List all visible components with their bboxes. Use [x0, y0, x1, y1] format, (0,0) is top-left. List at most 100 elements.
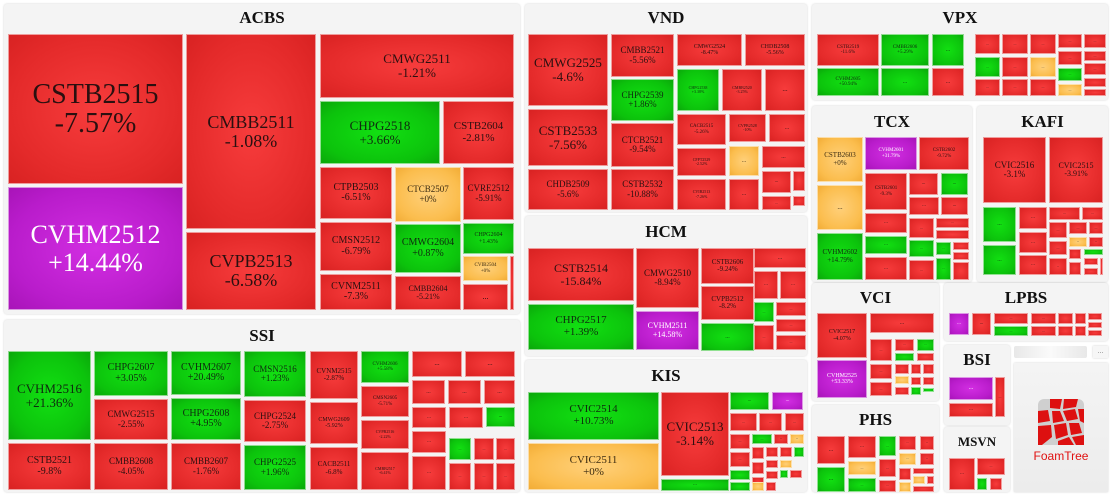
- tile-warrant[interactable]: CVHM2512 +14.44%: [8, 187, 183, 310]
- tile-collapsed[interactable]: [752, 462, 764, 474]
- tile-collapsed[interactable]: [1100, 258, 1103, 275]
- tile-warrant[interactable]: CSTB2606 -9.24%: [701, 248, 754, 284]
- tile-collapsed[interactable]: [936, 230, 969, 239]
- tile-collapsed[interactable]: ...: [870, 339, 892, 361]
- tile-warrant[interactable]: CHPG2608 +4.95%: [171, 398, 241, 440]
- tile-collapsed[interactable]: ...: [1030, 57, 1056, 77]
- tile-collapsed[interactable]: [1088, 322, 1102, 328]
- tile-collapsed[interactable]: ...: [932, 34, 964, 66]
- tile-collapsed[interactable]: ...: [975, 34, 1000, 54]
- tile-collapsed[interactable]: [977, 478, 987, 490]
- tile-collapsed[interactable]: ...: [994, 313, 1028, 324]
- tile-collapsed[interactable]: ...: [759, 413, 782, 431]
- tile-collapsed[interactable]: ...: [909, 197, 939, 215]
- tile-collapsed[interactable]: ...: [848, 478, 876, 492]
- tile-warrant[interactable]: CVHM2525 +53.33%: [817, 360, 867, 398]
- tile-warrant[interactable]: CVPB2513 -6.58%: [186, 232, 316, 310]
- tile-collapsed[interactable]: ...: [1084, 34, 1106, 48]
- tile-collapsed[interactable]: [953, 242, 969, 250]
- tile-collapsed[interactable]: [1084, 268, 1098, 275]
- tile-warrant[interactable]: CMBB2521 -5.56%: [611, 34, 674, 77]
- tile-collapsed[interactable]: ...: [848, 461, 876, 475]
- tile-warrant[interactable]: CSTB2521 -9.8%: [8, 443, 91, 490]
- tile-warrant[interactable]: CSTB2532 -10.88%: [611, 169, 674, 210]
- tile-collapsed[interactable]: ...: [730, 392, 769, 410]
- tile-collapsed[interactable]: ...: [1084, 51, 1106, 61]
- tile-warrant[interactable]: CVHM2607 +20.49%: [171, 351, 241, 395]
- tile-collapsed[interactable]: ...: [909, 260, 934, 280]
- tile-collapsed[interactable]: [1084, 258, 1098, 265]
- tile-collapsed[interactable]: [1084, 78, 1106, 87]
- tile-collapsed[interactable]: [793, 171, 805, 191]
- tile-collapsed[interactable]: ...: [752, 434, 772, 444]
- tile-warrant[interactable]: CMWG2511 -1.21%: [320, 34, 514, 98]
- tile-collapsed[interactable]: ...: [1049, 207, 1080, 220]
- tile-collapsed[interactable]: ...: [1084, 63, 1106, 75]
- tile-warrant[interactable]: CHPG2604 +1.43%: [463, 223, 514, 254]
- tile-collapsed[interactable]: [911, 387, 921, 395]
- tile-warrant[interactable]: CHPG2518 +3.66%: [320, 101, 440, 164]
- tile-warrant[interactable]: CVHM2605 +50.94%: [817, 68, 879, 96]
- tile-collapsed[interactable]: ...: [780, 271, 806, 299]
- tile-collapsed[interactable]: ...: [848, 436, 876, 458]
- tile-collapsed[interactable]: ...: [977, 458, 1005, 475]
- tile-collapsed[interactable]: ...: [1030, 34, 1056, 54]
- tile-collapsed[interactable]: ...: [465, 351, 515, 377]
- tile-warrant[interactable]: CFPT2529 -2.52%: [677, 148, 726, 176]
- tile-collapsed[interactable]: [1084, 249, 1103, 255]
- tile-collapsed[interactable]: [923, 388, 934, 392]
- tile-warrant[interactable]: CVHM2601 +31.79%: [865, 137, 917, 170]
- tile-warrant[interactable]: CMSN2512 -6.79%: [320, 222, 392, 271]
- tile-warrant[interactable]: CSTB2601 -9.3%: [865, 173, 907, 210]
- tile-collapsed[interactable]: ...: [865, 236, 907, 254]
- tile-collapsed[interactable]: ...: [899, 453, 916, 465]
- tile-collapsed[interactable]: ...: [729, 179, 759, 210]
- tile-collapsed[interactable]: ...: [895, 339, 914, 351]
- tile-collapsed[interactable]: [923, 364, 934, 374]
- tile-collapsed[interactable]: ...: [730, 434, 750, 449]
- tile-collapsed[interactable]: ...: [909, 218, 934, 238]
- tile-collapsed[interactable]: ...: [936, 258, 951, 280]
- tile-warrant[interactable]: CVNM2515 -2.87%: [310, 351, 358, 399]
- tile-collapsed[interactable]: [913, 476, 925, 484]
- tile-warrant[interactable]: CHPG2525 +1.96%: [244, 445, 306, 490]
- tile-collapsed[interactable]: [793, 196, 805, 206]
- tile-warrant[interactable]: CVHM2516 +21.36%: [8, 351, 91, 440]
- tile-warrant[interactable]: CMBB2511 -1.08%: [186, 34, 316, 229]
- tile-collapsed[interactable]: ...: [772, 392, 803, 410]
- tile-warrant[interactable]: CSTB2514 -15.84%: [528, 248, 634, 301]
- tile-warrant[interactable]: CVIC2516 -3.1%: [983, 137, 1046, 203]
- tile-collapsed[interactable]: [953, 262, 969, 280]
- tile-collapsed[interactable]: ...: [776, 319, 806, 332]
- tile-collapsed[interactable]: ...: [1049, 258, 1067, 275]
- tile-collapsed[interactable]: ...: [865, 257, 907, 280]
- tile-collapsed[interactable]: ...: [870, 313, 934, 333]
- tile-warrant[interactable]: CSTB2604 -2.81%: [443, 101, 514, 164]
- tile-warrant[interactable]: CHDB2509 -5.6%: [528, 169, 608, 210]
- tile-collapsed[interactable]: ...: [1049, 222, 1067, 238]
- tile-collapsed[interactable]: ...: [1031, 326, 1056, 336]
- tile-warrant[interactable]: CVHM2602 +14.79%: [817, 233, 863, 280]
- tile-collapsed[interactable]: ...: [474, 463, 494, 490]
- tile-collapsed[interactable]: [899, 468, 911, 480]
- tile-warrant[interactable]: CSTB2515 -7.57%: [8, 34, 183, 184]
- tile-collapsed[interactable]: ...: [496, 438, 515, 460]
- tile-collapsed[interactable]: ...: [776, 302, 806, 316]
- tile-collapsed[interactable]: ...: [917, 339, 934, 351]
- tile-collapsed[interactable]: [895, 387, 909, 395]
- tile-collapsed[interactable]: ...: [1089, 222, 1103, 234]
- tile-collapsed[interactable]: ...: [790, 434, 804, 444]
- tile-collapsed[interactable]: ...: [1030, 79, 1056, 96]
- tile-warrant[interactable]: CVIB2504 +0%: [463, 256, 508, 281]
- tile-warrant[interactable]: CVIB2513 -7.26%: [677, 179, 726, 210]
- tile-collapsed[interactable]: [790, 470, 802, 478]
- tile-collapsed[interactable]: ...: [879, 480, 896, 492]
- tile-collapsed[interactable]: ...: [879, 436, 896, 456]
- tile-warrant[interactable]: CMSN2605 -5.71%: [361, 386, 409, 417]
- tile-collapsed[interactable]: ...: [1069, 222, 1087, 234]
- tile-collapsed[interactable]: ...: [661, 479, 729, 491]
- tile-collapsed[interactable]: [895, 376, 909, 384]
- tile-collapsed[interactable]: [1088, 313, 1102, 320]
- tile-collapsed[interactable]: ...: [995, 377, 1005, 417]
- tile-collapsed[interactable]: ...: [474, 438, 494, 460]
